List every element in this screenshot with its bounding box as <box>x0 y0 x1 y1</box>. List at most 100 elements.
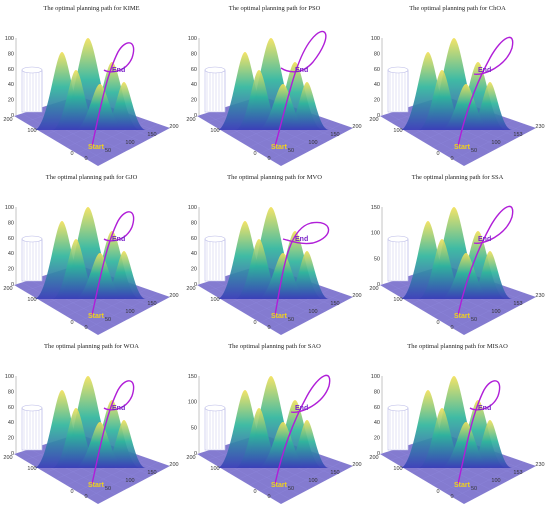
y-tick-label: 100 <box>125 478 134 484</box>
end-label: End <box>112 236 125 243</box>
y-tick-label: 150 <box>330 132 339 138</box>
end-label: End <box>478 405 491 412</box>
planned-path <box>274 30 327 147</box>
obstacle-cylinder <box>387 404 409 451</box>
x-tick-label: 100 <box>27 466 36 472</box>
start-label: Start <box>271 313 288 320</box>
end-label: End <box>478 67 491 74</box>
z-tick-label: 20 <box>8 436 14 442</box>
start-label: Start <box>454 313 471 320</box>
end-label: End <box>112 67 125 74</box>
z-tick-label: 0 <box>377 113 380 119</box>
y-tick-label: 50 <box>105 148 111 154</box>
z-tick-label: 100 <box>371 374 380 380</box>
y-tick-label: 150 <box>147 470 156 476</box>
z-tick-label: 150 <box>188 374 197 380</box>
z-tick-label: 80 <box>374 51 380 57</box>
z-tick-label: 50 <box>374 256 380 262</box>
z-tick-label: 20 <box>374 436 380 442</box>
start-label: Start <box>88 144 105 151</box>
z-tick-label: 0 <box>377 282 380 288</box>
x-tick-label: 200 <box>369 117 378 123</box>
z-tick-label: 40 <box>191 251 197 257</box>
panel-title: The optimal planning path for GJO <box>45 174 138 181</box>
terrain-peak <box>257 84 309 130</box>
z-tick-label: 80 <box>191 51 197 57</box>
obstacle-cylinder <box>21 404 43 451</box>
y-tick-label: 50 <box>288 148 294 154</box>
y-tick-label: 50 <box>471 486 477 492</box>
chart-panel: The optimal planning path for KIME 100 80 6… <box>0 0 183 169</box>
z-tick-label: 0 <box>377 451 380 457</box>
end-label: End <box>295 405 308 412</box>
y-tick-label: 100 <box>125 140 134 146</box>
x-tick-label: 0 <box>253 489 256 495</box>
y-tick-label: 0 <box>84 494 87 500</box>
y-tick-label: 230 <box>535 293 544 299</box>
z-tick-label: 100 <box>5 36 14 42</box>
z-tick-label: 60 <box>191 236 197 242</box>
planned-path <box>274 374 331 485</box>
chart-panel: The optimal planning path for GJO 100 80 60… <box>0 169 183 338</box>
obstacle-cylinder <box>204 404 226 451</box>
x-tick-label: 0 <box>253 151 256 157</box>
z-tick-label: 100 <box>188 36 197 42</box>
z-tick-label: 20 <box>8 267 14 273</box>
obstacle-cylinder <box>21 235 43 282</box>
end-label: End <box>478 236 491 243</box>
z-tick-label: 100 <box>188 205 197 211</box>
z-tick-label: 0 <box>11 282 14 288</box>
z-tick-label: 80 <box>8 51 14 57</box>
y-tick-label: 153 <box>513 132 522 138</box>
x-tick-label: 100 <box>27 297 36 303</box>
panel-title: The optimal planning path for KIME <box>43 5 140 12</box>
y-tick-label: 50 <box>288 486 294 492</box>
z-tick-label: 40 <box>8 251 14 257</box>
start-label: Start <box>454 144 471 151</box>
x-tick-label: 100 <box>393 466 402 472</box>
y-tick-label: 50 <box>288 317 294 323</box>
start-label: Start <box>271 482 288 489</box>
z-tick-label: 60 <box>374 67 380 73</box>
y-tick-label: 100 <box>125 309 134 315</box>
start-label: Start <box>454 482 471 489</box>
y-tick-label: 0 <box>84 156 87 162</box>
z-tick-label: 80 <box>8 220 14 226</box>
z-tick-label: 60 <box>374 405 380 411</box>
panel-title: The optimal planning path for SAO <box>228 343 321 350</box>
y-tick-label: 150 <box>147 301 156 307</box>
z-tick-label: 40 <box>8 82 14 88</box>
z-tick-label: 0 <box>194 451 197 457</box>
x-tick-label: 0 <box>436 151 439 157</box>
y-tick-label: 230 <box>535 462 544 468</box>
z-tick-label: 150 <box>371 205 380 211</box>
z-tick-label: 100 <box>5 205 14 211</box>
x-tick-label: 200 <box>186 286 195 292</box>
x-tick-label: 200 <box>3 286 12 292</box>
start-label: Start <box>271 144 288 151</box>
start-label: Start <box>88 313 105 320</box>
y-tick-label: 230 <box>535 124 544 130</box>
x-tick-label: 100 <box>393 297 402 303</box>
y-tick-label: 200 <box>352 462 361 468</box>
obstacle-cylinder <box>21 66 43 113</box>
z-tick-label: 0 <box>194 113 197 119</box>
y-tick-label: 50 <box>471 148 477 154</box>
planned-path <box>457 36 514 147</box>
y-tick-label: 200 <box>169 293 178 299</box>
x-tick-label: 100 <box>27 128 36 134</box>
x-tick-label: 100 <box>393 128 402 134</box>
panel-title: The optimal planning path for WOA <box>43 343 139 350</box>
y-tick-label: 50 <box>105 317 111 323</box>
chart-panel: The optimal planning path for ChOA 100 80 6… <box>366 0 549 169</box>
x-tick-label: 200 <box>186 117 195 123</box>
z-tick-label: 40 <box>374 82 380 88</box>
y-tick-label: 200 <box>352 293 361 299</box>
terrain-peak <box>257 422 309 468</box>
